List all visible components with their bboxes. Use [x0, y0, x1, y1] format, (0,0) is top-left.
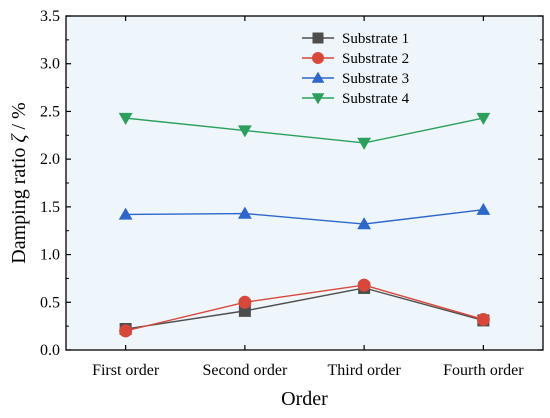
series-line	[125, 287, 484, 330]
data-point-marker	[238, 295, 252, 309]
legend-label: Substrate 1	[342, 31, 409, 47]
data-point-marker	[476, 112, 491, 126]
x-tick-label: Third order	[327, 362, 401, 379]
series-line	[125, 284, 484, 332]
series-3	[118, 202, 491, 230]
legend-entry: Substrate 4	[302, 91, 410, 107]
legend-marker	[311, 71, 325, 83]
data-point-marker	[357, 278, 371, 292]
series-line	[125, 117, 484, 144]
x-tick-label: First order	[92, 362, 160, 379]
y-tick-label: 0.5	[40, 294, 60, 311]
legend-entry: Substrate 3	[302, 71, 409, 87]
series-2	[119, 278, 490, 338]
x-axis: First order Second order Third order Fourth…	[92, 16, 524, 379]
x-tick-label: Fourth order	[443, 362, 524, 379]
data-point-marker	[118, 112, 133, 126]
x-axis-title: Order	[281, 388, 328, 410]
legend-marker	[312, 32, 324, 44]
legend-label: Substrate 4	[342, 91, 410, 107]
y-tick-label: 0.0	[40, 342, 60, 359]
x-tick-label: Second order	[202, 362, 288, 379]
data-point-marker	[237, 206, 252, 219]
y-axis-title-symbol: ζ	[8, 133, 30, 143]
data-point-marker	[119, 324, 133, 338]
y-axis: 0.0 0.5 1.0 1.5 2.0 2.5 3.0 3.5	[40, 8, 543, 359]
y-tick-label: 2.5	[40, 103, 60, 120]
legend-entry: Substrate 1	[302, 31, 409, 47]
legend-marker	[311, 93, 325, 105]
y-axis-title-main: Damping ratio	[8, 143, 30, 264]
legend-entry: Substrate 2	[302, 51, 409, 67]
data-point-marker	[476, 202, 491, 215]
data-point-marker	[476, 312, 490, 326]
y-tick-label: 2.0	[40, 151, 60, 168]
legend-label: Substrate 3	[342, 71, 409, 87]
legend-label: Substrate 2	[342, 51, 409, 67]
y-tick-label: 1.5	[40, 199, 60, 216]
y-axis-title-unit: / %	[8, 102, 30, 134]
y-tick-label: 3.0	[40, 56, 60, 73]
legend: Substrate 1 Substrate 2 Substrate 3 Substra…	[302, 31, 410, 107]
series-line	[125, 209, 484, 225]
data-point-marker	[357, 217, 372, 230]
y-tick-label: 1.0	[40, 247, 60, 264]
data-point-marker	[118, 207, 133, 220]
legend-marker	[312, 52, 324, 64]
y-tick-label: 3.5	[40, 8, 60, 25]
series-4	[118, 112, 491, 150]
data-point-marker	[357, 137, 372, 150]
series-layer	[118, 112, 491, 338]
y-axis-title: Damping ratio ζ / %	[8, 102, 30, 263]
data-point-marker	[237, 125, 252, 138]
